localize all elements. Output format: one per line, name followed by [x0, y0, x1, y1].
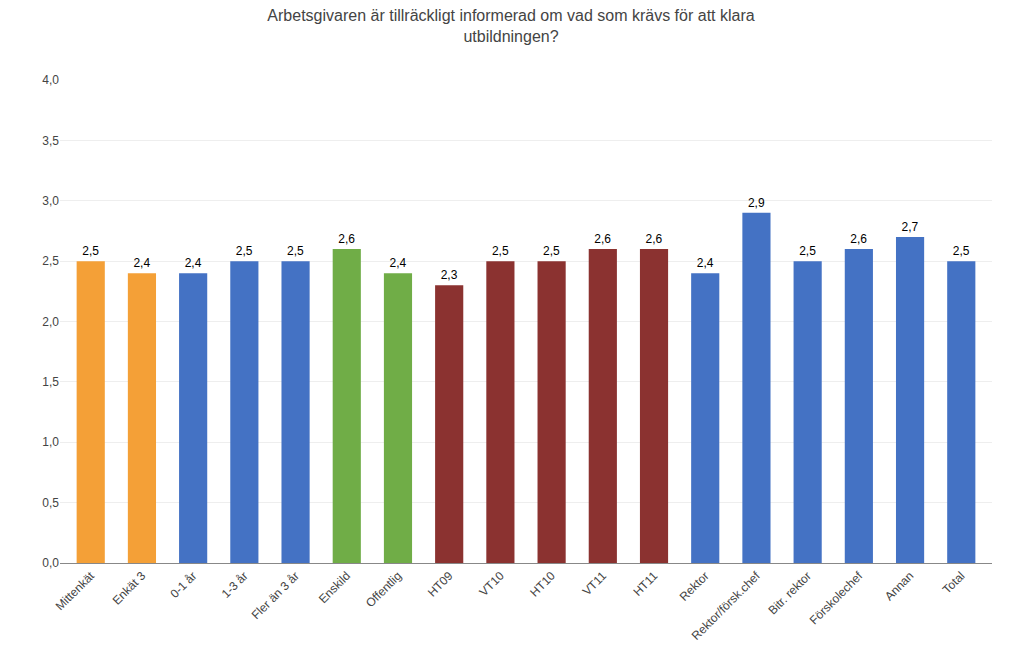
- svg-text:Rektor: Rektor: [677, 569, 712, 604]
- svg-text:2,5: 2,5: [42, 254, 59, 268]
- svg-text:VT10: VT10: [477, 569, 507, 599]
- svg-text:3,5: 3,5: [42, 134, 59, 148]
- svg-text:Förskolechef: Förskolechef: [807, 568, 866, 627]
- svg-text:Mittenkät: Mittenkät: [53, 568, 98, 613]
- svg-text:1-3 år: 1-3 år: [219, 569, 251, 601]
- svg-text:HT11: HT11: [630, 569, 660, 599]
- svg-text:2,5: 2,5: [799, 244, 816, 258]
- svg-text:2,9: 2,9: [748, 196, 765, 210]
- svg-text:2,5: 2,5: [543, 244, 560, 258]
- svg-text:2,4: 2,4: [133, 256, 150, 270]
- svg-text:Rektor/försk.chef: Rektor/försk.chef: [689, 568, 764, 643]
- svg-text:Enkät 3: Enkät 3: [110, 569, 149, 608]
- svg-text:2,5: 2,5: [236, 244, 253, 258]
- svg-text:Enskild: Enskild: [316, 569, 353, 606]
- svg-text:2,6: 2,6: [850, 232, 867, 246]
- svg-text:4,0: 4,0: [42, 73, 59, 87]
- svg-text:Arbetsgivaren är tillräckligt: Arbetsgivaren är tillräckligt informerad…: [267, 7, 754, 45]
- svg-text:HT10: HT10: [527, 569, 558, 600]
- svg-text:2,6: 2,6: [594, 232, 611, 246]
- svg-text:2,0: 2,0: [42, 315, 59, 329]
- svg-text:0-1 år: 0-1 år: [167, 569, 199, 601]
- svg-text:Total: Total: [940, 569, 968, 597]
- svg-text:2,4: 2,4: [389, 256, 406, 270]
- svg-text:2,5: 2,5: [953, 244, 970, 258]
- svg-text:1,5: 1,5: [42, 375, 59, 389]
- svg-text:0,5: 0,5: [42, 496, 59, 510]
- svg-text:Bitr. rektor: Bitr. rektor: [765, 569, 814, 618]
- svg-text:2,7: 2,7: [902, 220, 919, 234]
- svg-text:2,5: 2,5: [492, 244, 509, 258]
- svg-text:2,5: 2,5: [82, 244, 99, 258]
- svg-text:Offentlig: Offentlig: [363, 569, 404, 610]
- svg-text:2,5: 2,5: [287, 244, 304, 258]
- svg-text:3,0: 3,0: [42, 194, 59, 208]
- svg-text:2,6: 2,6: [338, 232, 355, 246]
- svg-text:1,0: 1,0: [42, 435, 59, 449]
- svg-text:2,4: 2,4: [185, 256, 202, 270]
- svg-text:HT09: HT09: [425, 569, 456, 600]
- svg-text:2,4: 2,4: [697, 256, 714, 270]
- svg-text:2,3: 2,3: [441, 268, 458, 282]
- svg-text:VT11: VT11: [580, 569, 610, 599]
- svg-text:Annan: Annan: [882, 569, 916, 603]
- svg-text:Fler än 3 år: Fler än 3 år: [249, 569, 302, 622]
- svg-text:0,0: 0,0: [42, 556, 59, 570]
- svg-text:2,6: 2,6: [646, 232, 663, 246]
